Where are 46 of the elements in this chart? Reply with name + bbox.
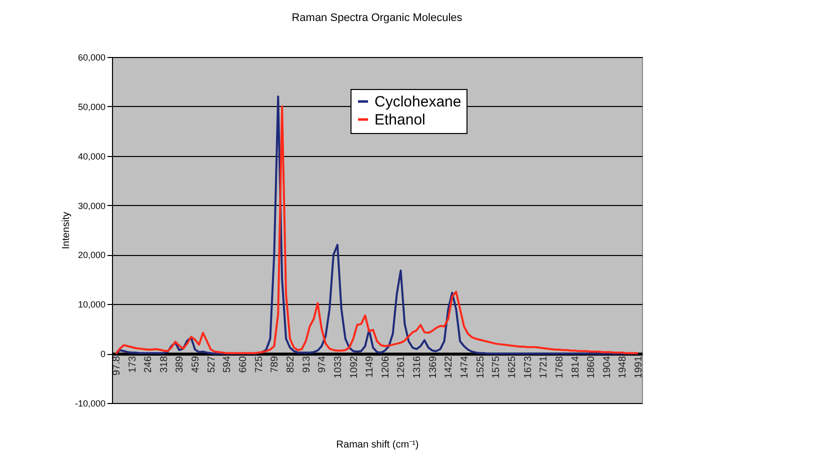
y-tick-label: 50,000 [78,102,106,112]
x-tick-label: 1575 [491,356,502,378]
x-tick-label: 974 [317,356,328,373]
x-tick-label: 1033 [332,356,344,378]
x-tick-label: 1904 [602,356,613,378]
x-tick-label: 246 [143,356,154,373]
y-tick-label: 0 [100,349,106,360]
y-axis-title: Intensity [60,212,72,250]
y-tick-label: 10,000 [78,300,106,310]
x-tick-label: 389 [174,356,186,373]
x-tick-label: 318 [158,356,170,373]
x-tick-label: 594 [222,356,234,373]
x-tick-label: 1092 [348,356,360,378]
x-tick-label: 1625 [506,356,518,378]
x-tick-label: 660 [238,356,250,373]
x-tick-label: 789 [270,356,281,373]
x-tick-label: 527 [206,356,218,373]
x-tick-label: 1525 [475,356,486,378]
x-axis-title: Raman shift (cm⁻¹) [336,440,419,451]
x-tick-label: 1149 [364,356,376,378]
x-tick-label: 1261 [396,356,408,378]
y-tick-label: 40,000 [78,151,106,162]
x-tick-label: 1673 [522,356,534,378]
x-tick-label: 1422 [444,356,455,378]
x-tick-label: 1369 [428,356,439,378]
x-tick-label: 852 [285,356,296,373]
x-tick-label: 1991 [634,356,645,378]
x-tick-label: 913 [301,356,312,373]
x-tick-label: 173 [127,356,138,373]
legend-label: Ethanol [374,112,426,128]
x-tick-label: 1474 [460,356,471,378]
y-tick-label: 60,000 [78,52,106,62]
x-tick-label: 1316 [412,356,424,378]
x-tick-label: 1814 [570,356,582,378]
chart-title: Raman Spectra Organic Molecules [292,12,463,24]
x-tick-label: 1206 [380,356,392,378]
x-tick-label: 459 [190,356,202,373]
y-tick-label: 20,000 [78,250,106,260]
y-tick-label: 30,000 [78,200,106,211]
y-tick-label: -10,000 [74,398,106,408]
x-tick-label: 1721 [538,356,550,378]
x-tick-label: 1768 [554,356,566,378]
x-tick-label: 725 [254,356,265,373]
legend-label: Cyclohexane [374,94,462,110]
x-tick-label: 1860 [586,356,598,378]
x-tick-label: 1948 [618,356,629,378]
